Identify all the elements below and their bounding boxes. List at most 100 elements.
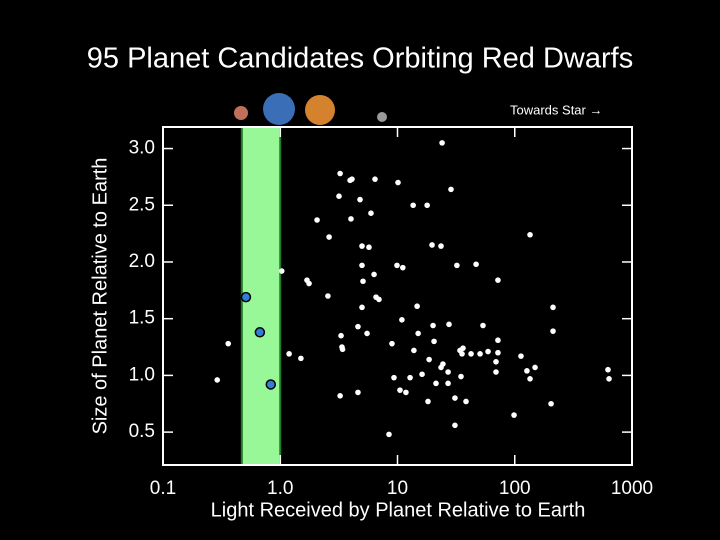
point [446, 321, 452, 328]
point [376, 296, 382, 303]
earth-icon [263, 93, 295, 125]
point [348, 216, 354, 222]
point [359, 304, 365, 311]
point [477, 351, 483, 357]
planet-icons [234, 93, 387, 125]
point [325, 293, 331, 299]
point [214, 377, 221, 383]
y-tick-label: 2.5 [129, 194, 155, 215]
point [440, 361, 446, 367]
point [411, 347, 417, 354]
point [395, 179, 401, 186]
point [414, 303, 420, 310]
point [606, 375, 612, 382]
point [366, 244, 372, 251]
point [430, 322, 436, 329]
point [399, 317, 405, 323]
point [371, 271, 377, 278]
point [495, 277, 501, 283]
point [410, 202, 416, 209]
point [403, 389, 409, 396]
y-axis-label: Size of Planet Relative to Earth [89, 158, 111, 435]
chart-title: 95 Planet Candidates Orbiting Red Dwarfs [87, 43, 633, 75]
highlight-point [240, 291, 252, 303]
point [518, 353, 524, 359]
point [511, 412, 517, 418]
point [286, 351, 292, 357]
point [364, 330, 370, 337]
point [495, 349, 501, 356]
point [386, 431, 392, 438]
point [368, 210, 374, 217]
point [448, 186, 454, 193]
point [468, 351, 474, 357]
point [372, 176, 378, 182]
x-tick-label: 1.0 [267, 478, 293, 499]
point [337, 170, 343, 177]
point [550, 328, 556, 334]
point [493, 358, 499, 365]
point [550, 304, 556, 311]
highlight-point [265, 379, 277, 390]
point [355, 389, 361, 396]
point [426, 356, 432, 363]
point [527, 231, 533, 238]
point [459, 351, 465, 357]
point [360, 278, 366, 285]
point [339, 346, 346, 353]
point [391, 374, 397, 381]
point [452, 422, 458, 429]
mercury-icon [377, 112, 387, 122]
point [460, 345, 466, 351]
y-tick-label: 1.0 [129, 364, 155, 385]
mars-icon [234, 106, 248, 120]
x-axis-label: Light Received by Planet Relative to Ear… [211, 499, 586, 521]
point [439, 140, 445, 146]
point [338, 332, 344, 339]
point [359, 243, 365, 249]
point [357, 196, 363, 203]
point [431, 338, 437, 345]
highlight-point [254, 327, 266, 338]
point [433, 380, 439, 387]
point [605, 366, 611, 373]
point [400, 264, 406, 271]
point [349, 176, 355, 182]
point [452, 395, 458, 401]
y-tick-label: 0.5 [129, 421, 155, 442]
point [407, 374, 413, 381]
point [424, 202, 430, 209]
point [394, 262, 400, 269]
point [473, 261, 479, 268]
point [445, 380, 451, 387]
point [298, 355, 304, 362]
point [397, 387, 403, 393]
point [485, 348, 491, 355]
point [314, 217, 320, 223]
point [225, 340, 232, 347]
point [306, 280, 312, 287]
x-tick-label: 1000 [611, 478, 653, 499]
y-tick-label: 1.5 [129, 308, 155, 329]
x-tick-label: 100 [499, 478, 531, 499]
point [524, 368, 530, 374]
venus-icon [305, 95, 335, 125]
y-tick-label: 2.0 [129, 251, 155, 272]
point [278, 268, 285, 274]
point [527, 375, 533, 382]
annotation: Towards Star → [510, 102, 602, 117]
point [454, 262, 460, 269]
point [458, 373, 464, 380]
point [445, 369, 451, 375]
point [480, 322, 486, 329]
x-tick-label: 0.1 [150, 478, 176, 499]
point [438, 243, 444, 249]
y-tick-label: 3.0 [129, 138, 155, 159]
point [326, 234, 332, 240]
point [495, 337, 501, 344]
point [532, 364, 538, 371]
point [355, 323, 361, 330]
